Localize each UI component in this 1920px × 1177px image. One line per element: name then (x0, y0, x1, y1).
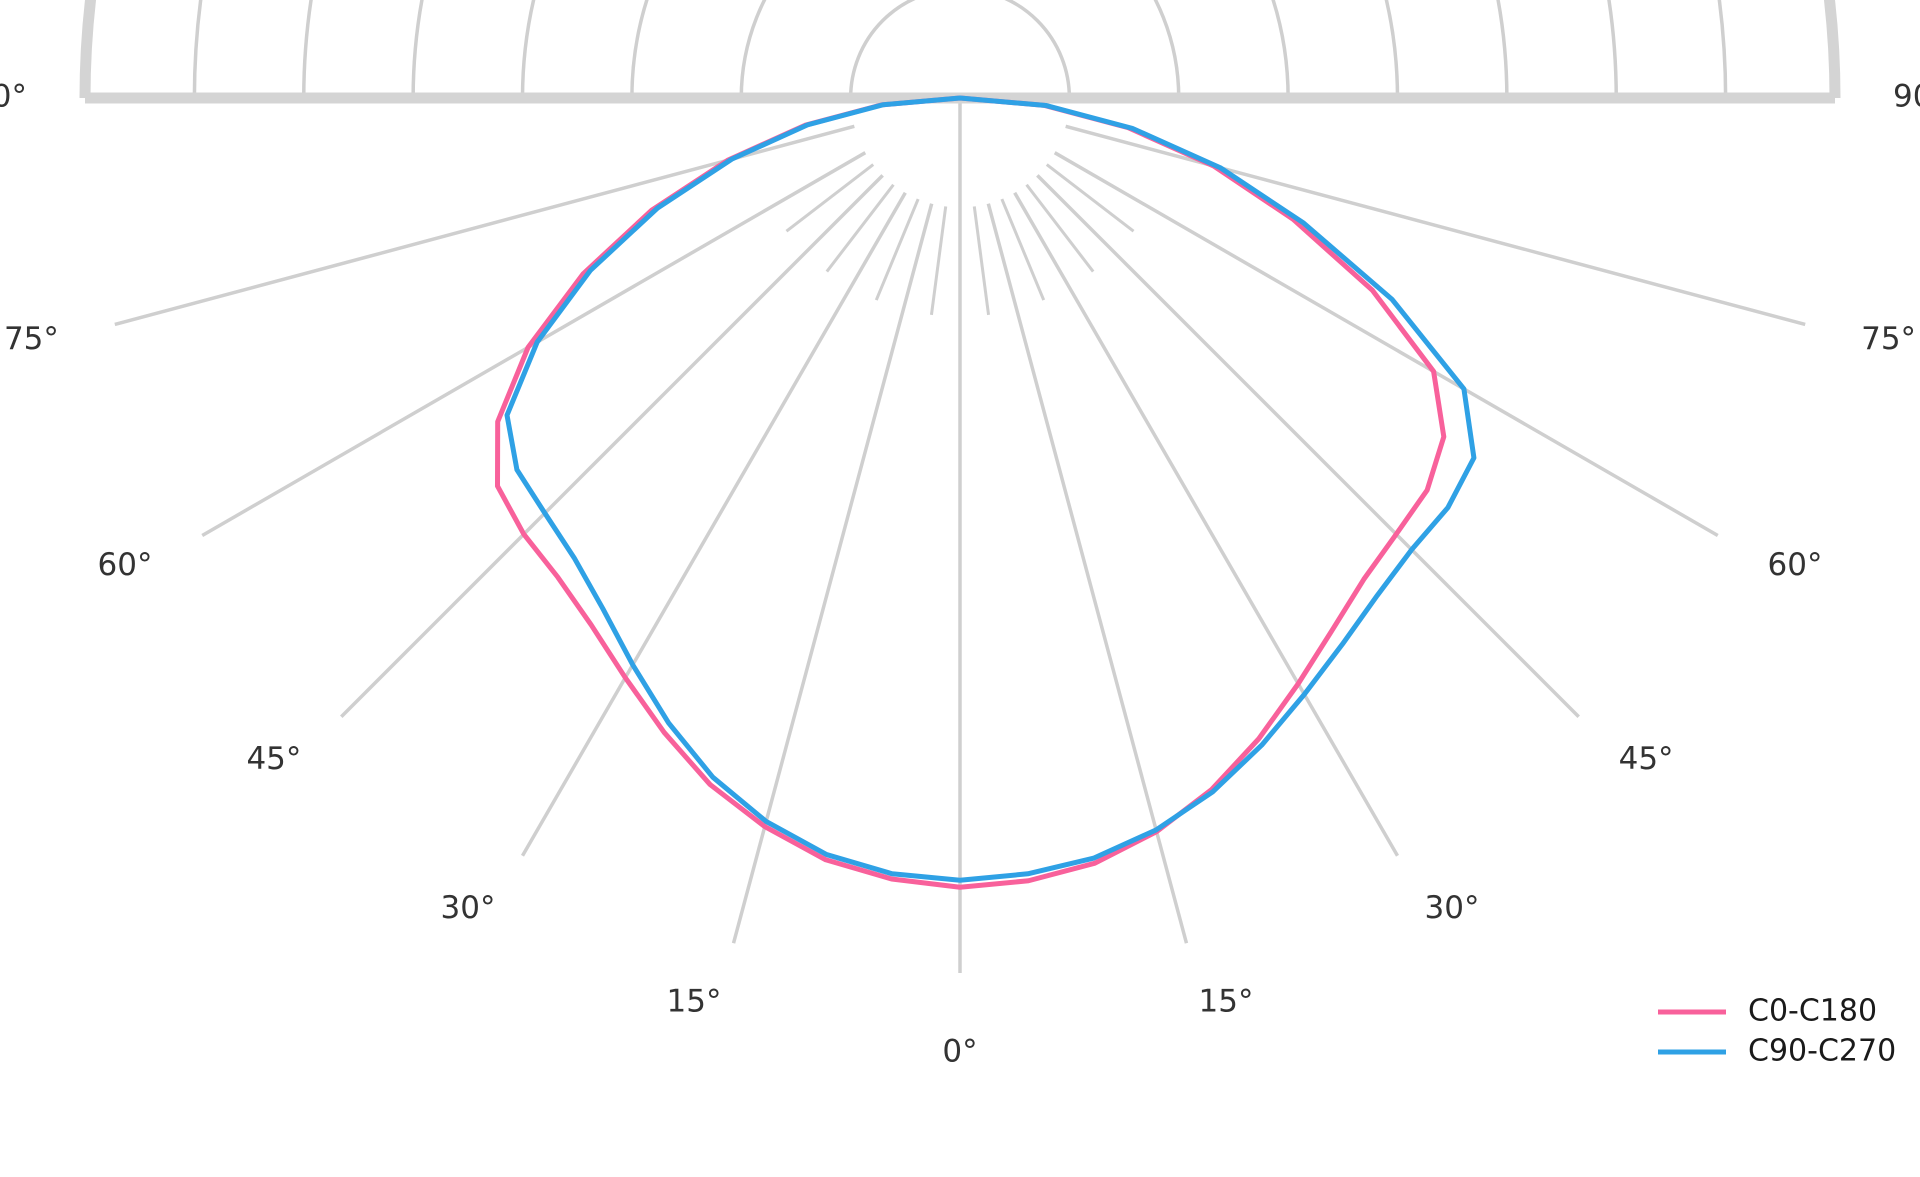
grid-spoke-minor (874, 198, 920, 301)
grid-arc (411, 0, 1509, 99)
tick-label: 60° (98, 547, 153, 583)
outer-boundary-arc (79, 0, 1841, 104)
angle-tick-labels: 90° 75° 60° 45° 30° 15° 0° 15° 30° 45° 60° 75° 90° (0, 79, 1920, 1070)
grid-spoke-minor (825, 183, 895, 273)
tick-label: 30° (1425, 890, 1480, 926)
grid-arc (739, 0, 1181, 99)
outer-boundary-path (79, 0, 1841, 99)
tick-label: 0° (942, 1034, 977, 1070)
grid-spoke (986, 203, 1189, 944)
grid-spoke-minor (785, 163, 875, 233)
grid-spoke (1065, 124, 1806, 327)
grid-arc (848, 0, 1072, 99)
tick-label: 45° (246, 741, 301, 777)
grid-spokes (85, 96, 1835, 973)
series-curves (495, 95, 1477, 890)
tick-label: 15° (1199, 984, 1254, 1020)
grid-arc (520, 0, 1400, 99)
grid-spoke (340, 174, 884, 718)
tick-label: 75° (1861, 321, 1916, 357)
grid-spoke (731, 203, 934, 944)
tick-label: 90° (0, 79, 27, 115)
tick-label: 45° (1619, 741, 1674, 777)
grid-arc (192, 0, 1728, 99)
grid-arc (630, 0, 1290, 99)
grid-spoke-minor (972, 206, 991, 316)
tick-label: 60° (1768, 547, 1823, 583)
grid-spoke (520, 191, 907, 857)
legend-label-0: C0-C180 (1748, 994, 1877, 1029)
tick-label: 15° (667, 984, 722, 1020)
grid-spoke (1036, 174, 1580, 718)
grid-arc (302, 0, 1618, 99)
grid-arcs (192, 0, 1728, 99)
grid-spoke (1053, 151, 1719, 538)
tick-label: 75° (4, 321, 59, 357)
tick-label: 30° (441, 890, 496, 926)
grid-spoke-minor (1025, 183, 1095, 273)
tick-label: 90° (1893, 79, 1920, 115)
legend-label-1: C90-C270 (1748, 1034, 1896, 1069)
chart-legend: C0-C180 C90-C270 (1658, 994, 1896, 1069)
series-curve-0 (495, 95, 1447, 890)
series-curve-1 (504, 95, 1477, 883)
grid-spoke-minor (929, 206, 948, 316)
grid-spoke-minor (1045, 163, 1135, 233)
grid-spoke (1013, 191, 1400, 857)
grid-spoke-minor (1000, 198, 1046, 301)
